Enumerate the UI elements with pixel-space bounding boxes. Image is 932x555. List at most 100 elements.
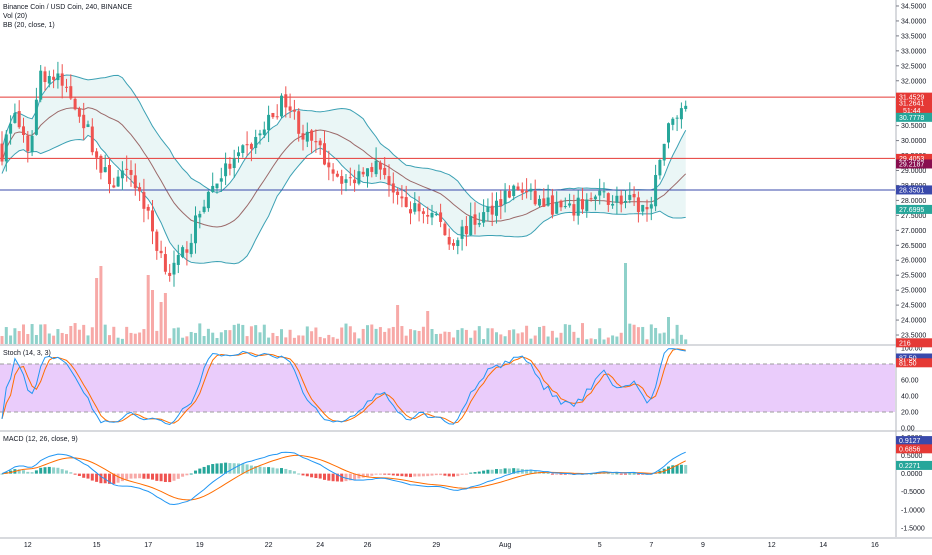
volume-bar xyxy=(576,337,580,344)
volume-bar xyxy=(447,331,451,344)
candle-body xyxy=(99,155,103,173)
candle-body xyxy=(52,76,56,80)
candle-body xyxy=(512,185,516,197)
candle-body xyxy=(310,130,314,141)
price-tick-label: 30.5000 xyxy=(901,123,926,130)
volume-bar xyxy=(619,332,623,344)
macd-histogram-bar xyxy=(0,473,4,475)
volume-bar xyxy=(133,333,137,344)
candle-body xyxy=(529,188,533,192)
candle-body xyxy=(439,212,443,222)
volume-bar xyxy=(589,338,593,344)
volume-bar xyxy=(641,326,645,344)
volume-bar xyxy=(249,326,253,344)
macd-histogram-bar xyxy=(318,473,322,479)
time-axis[interactable]: 12 15 17 19 22 24 26 29 Aug 5 7 9 12 14 16 xyxy=(24,542,879,549)
volume-bar xyxy=(507,330,511,344)
price-tick-label: 28.0000 xyxy=(901,198,926,205)
macd-histogram-bar xyxy=(667,466,670,474)
volume-bar xyxy=(219,332,223,344)
volume-bar xyxy=(516,333,520,344)
symbol-title: Binance Coin / USD Coin, 240, BINANCE xyxy=(3,4,132,11)
legends: Binance Coin / USD Coin, 240, BINANCE Vol… xyxy=(3,4,132,443)
candle-body xyxy=(258,133,262,136)
candle-body xyxy=(667,123,670,143)
macd-histogram-bar xyxy=(125,473,129,480)
volume-bar xyxy=(555,337,559,344)
volume-bar xyxy=(632,324,636,344)
candle-body xyxy=(116,176,120,187)
candle-body xyxy=(39,70,43,100)
bollinger-lower-line xyxy=(1,134,686,265)
macd-histogram-bar xyxy=(284,468,288,474)
candle-body xyxy=(301,133,305,140)
volume-bar xyxy=(426,311,430,344)
volume-bar xyxy=(305,326,309,344)
candle-body xyxy=(314,141,318,143)
time-tick-label: 17 xyxy=(144,542,152,549)
macd-histogram-bar xyxy=(563,473,567,475)
volume-bar xyxy=(323,338,326,344)
price-value-tag: 216 xyxy=(899,340,911,347)
volume-bar xyxy=(374,328,378,344)
macd-histogram-bar xyxy=(292,471,296,474)
time-tick-label: 16 xyxy=(871,542,879,549)
candle-body xyxy=(69,86,73,99)
volume-bar xyxy=(52,335,56,344)
volume-bar xyxy=(0,336,4,344)
macd-histogram-bar xyxy=(241,463,245,474)
macd-pane[interactable] xyxy=(0,451,688,506)
volume-bar xyxy=(529,338,533,344)
price-value-tag-bg xyxy=(896,98,932,115)
macd-histogram-bar xyxy=(456,473,460,477)
volume-bar xyxy=(297,335,301,344)
bollinger-fill xyxy=(2,74,686,264)
volume-bar xyxy=(327,334,331,344)
volume-bar xyxy=(310,331,314,344)
price-pane[interactable] xyxy=(0,61,895,344)
volume-bar xyxy=(628,323,632,344)
macd-histogram-bar xyxy=(559,473,563,475)
macd-histogram-bar xyxy=(198,468,202,474)
macd-histogram-bar xyxy=(391,473,395,476)
volume-bar xyxy=(675,324,679,344)
candle-body xyxy=(525,190,529,193)
candle-body xyxy=(533,190,537,205)
candle-body xyxy=(237,152,240,157)
macd-histogram-bar xyxy=(297,473,301,475)
candle-body xyxy=(671,118,675,125)
price-axis[interactable]: 34.5000 34.0000 33.5000 33.0000 32.5000 32.00… xyxy=(895,0,932,537)
macd-histogram-bar xyxy=(636,473,640,475)
candle-body xyxy=(206,191,210,209)
macd-histogram-bar xyxy=(271,467,275,474)
candle-body xyxy=(546,197,550,206)
level-value-tag: 31.4529 xyxy=(899,95,924,102)
volume-bar xyxy=(262,324,266,344)
volume-bar xyxy=(241,324,245,344)
macd-histogram-bar xyxy=(181,473,185,477)
candle-body xyxy=(181,247,185,258)
candle-body xyxy=(60,73,64,86)
stoch-tick-label: 20.00 xyxy=(901,410,919,417)
macd-value-tag-bg xyxy=(896,436,932,446)
stochastic-pane[interactable] xyxy=(0,348,895,426)
volume-bar xyxy=(228,330,232,344)
candle-body xyxy=(249,143,253,149)
level-value-tag: 28.3501 xyxy=(899,187,924,194)
volume-bar xyxy=(245,336,249,344)
macd-histogram-bar xyxy=(26,471,30,474)
macd-histogram-bar xyxy=(47,466,51,474)
volume-bar xyxy=(206,328,210,344)
candle-body xyxy=(262,129,266,135)
candle-body xyxy=(611,203,615,206)
macd-histogram-bar xyxy=(43,467,47,474)
volume-bar xyxy=(176,327,180,344)
candle-body xyxy=(469,215,473,236)
candle-body xyxy=(477,223,481,225)
volume-bar xyxy=(585,339,589,344)
candle-body xyxy=(245,144,249,146)
macd-histogram-bar xyxy=(305,473,309,477)
price-tick-label: 33.0000 xyxy=(901,48,926,55)
